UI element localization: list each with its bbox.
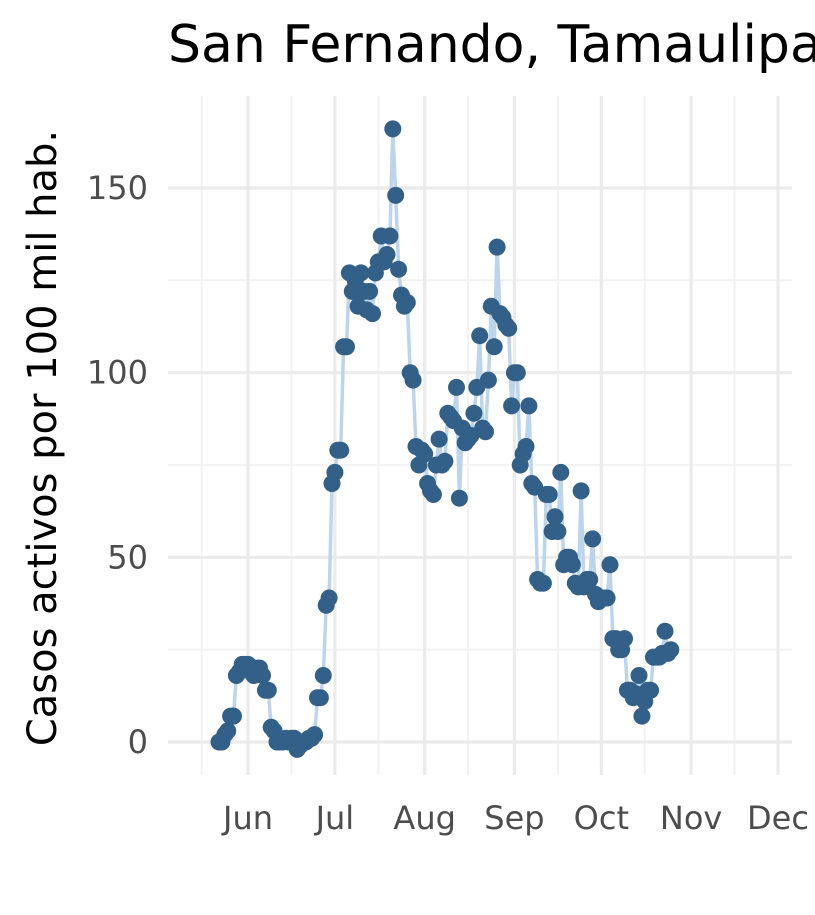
x-tick-label: Aug [393,799,455,837]
data-point [450,489,468,507]
data-point [662,641,680,659]
data-point [384,120,402,138]
data-point [387,186,405,204]
data-point [488,238,506,256]
data-point [378,246,396,263]
data-point [448,378,465,396]
data-point [361,282,379,300]
chart-title: San Fernando, Tamaulipas [168,15,815,75]
y-tick-label: 0 [128,723,148,761]
data-point [552,463,570,481]
data-point [485,338,503,356]
y-axis-label: Casos activos por 100 mil hab. [20,130,66,746]
data-point [465,404,483,422]
data-point [642,681,660,699]
data-point [479,371,497,389]
y-tick-label: 100 [87,354,148,392]
data-point [320,589,338,607]
x-tick-label: Oct [574,799,629,837]
data-point [581,571,599,588]
y-tick-labels: 0 50 100 150 [87,169,148,761]
data-point [219,722,237,740]
data-point [520,397,538,415]
y-tick-label: 50 [107,538,148,576]
data-point [503,397,521,415]
data-point [430,430,448,448]
data-point [477,423,494,441]
data-point [225,707,242,725]
data-point [656,622,674,640]
data-point [508,364,526,382]
data-point [390,260,408,278]
series-points-group [210,120,680,758]
data-point [424,486,442,503]
data-point [311,689,329,707]
x-tick-label: Sep [484,799,544,837]
data-point [534,574,552,592]
data-point [398,294,416,311]
data-point [616,630,633,648]
data-point [563,556,581,574]
x-tick-label: Dec [747,799,809,837]
data-point [352,264,370,282]
data-point [332,441,350,459]
data-point [546,508,564,526]
data-point [549,523,567,540]
data-point [404,371,422,389]
data-point [471,327,489,345]
data-point [633,707,651,725]
data-point [436,452,454,470]
data-point [364,305,381,323]
data-point [630,667,648,684]
data-point [584,530,602,548]
data-point [326,463,344,481]
y-tick-label: 150 [87,169,148,207]
data-point [500,319,518,337]
data-point [314,667,332,684]
data-point [601,556,619,574]
data-point [572,482,590,500]
data-point [338,338,355,356]
x-tick-label: Nov [660,799,722,837]
data-point [259,681,277,699]
x-tick-labels: Jun Jul Aug Sep Oct Nov Dec [221,799,809,837]
x-tick-label: Jun [221,799,273,837]
data-point [254,667,271,684]
data-point [517,438,535,455]
minor-gridlines [168,96,792,775]
data-point [416,445,434,463]
data-point [598,589,616,607]
data-point [306,726,324,744]
x-tick-label: Jul [314,799,355,837]
data-point [381,227,399,245]
data-point [540,486,558,503]
